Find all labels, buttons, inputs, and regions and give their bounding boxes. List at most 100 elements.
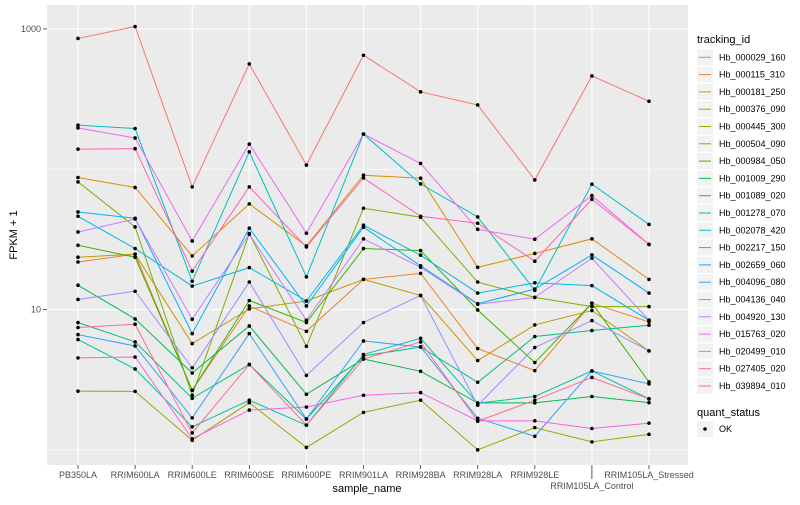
legend-item: Hb_004920_130 [697,308,786,325]
shape-legend-title: quant_status [697,407,760,419]
data-point [361,393,366,398]
legend-item: Hb_027405_020 [697,360,786,377]
data-point [133,289,137,294]
data-point [304,231,309,235]
data-point [533,178,537,182]
data-point [647,318,651,323]
data-point [590,394,594,399]
data-point [590,253,594,257]
data-point [304,299,309,303]
data-point [247,324,252,328]
legend-item: Hb_004096_080 [697,274,786,291]
data-point [304,373,309,378]
data-point [533,368,537,373]
data-point [475,280,480,284]
legend-item: Hb_000376_090 [697,101,786,118]
legend-item: Hb_000181_250 [697,83,786,100]
data-point [475,380,480,385]
legend-item: Hb_000504_090 [697,135,786,152]
y-tick-label: 10 [31,305,41,315]
legend-label: Hb_015763_020 [719,329,786,339]
legend-label: Hb_020499_010 [719,346,786,356]
legend-item: Hb_001278_070 [697,205,786,221]
data-point [533,425,537,430]
data-point [590,308,594,313]
data-point [418,253,423,257]
legend-label: Hb_002078_420 [719,225,786,235]
data-point [76,243,80,248]
data-point [647,222,651,227]
data-point [133,322,137,327]
data-point [590,318,594,323]
data-point [133,225,137,229]
data-point [590,237,594,241]
data-point [590,74,594,78]
data-point [418,336,423,341]
legend-item: Hb_001089_020 [697,187,786,204]
data-point [133,136,137,140]
data-point [361,53,366,58]
data-point [590,182,594,186]
data-point [533,394,537,399]
data-point [647,432,651,437]
data-point [361,173,366,178]
data-point [475,448,480,452]
data-point [647,291,651,295]
data-point [647,277,651,282]
legend-label: Hb_002217_150 [719,243,786,253]
data-point [76,147,80,151]
data-point [418,176,423,180]
data-points [76,24,651,452]
data-point [133,146,137,151]
data-point [133,344,137,348]
data-point [190,331,194,336]
data-point [647,382,651,386]
legend-label: Hb_002659_060 [719,260,786,270]
data-point [190,254,194,258]
x-tick-label: PB350LA [59,470,97,480]
data-point [418,345,423,349]
data-point [247,304,252,308]
data-point [133,252,137,256]
data-point [361,176,366,180]
x-tick-label: RRIM600LA [111,470,160,480]
data-point [475,346,480,351]
point-icon [703,427,707,431]
data-point [533,401,537,405]
data-point [533,419,537,423]
x-tick-label: RRIM600SE [224,470,274,480]
legend-label: Hb_000376_090 [719,104,786,114]
data-point [304,329,309,334]
data-point [190,371,194,375]
data-point [190,388,194,393]
y-axis: 1000 10 [21,24,47,315]
data-point [133,355,137,359]
data-point [76,283,80,288]
data-point [304,275,309,279]
legend-item: Hb_020499_010 [697,343,786,360]
data-point [76,332,80,337]
data-point [418,90,423,94]
y-tick-label: 1000 [21,24,41,34]
data-point [247,398,252,402]
legend-item: Hb_000445_300 [697,118,786,135]
data-point [475,103,480,107]
data-point [304,445,309,450]
x-tick-label: RRIM901LA [339,470,388,480]
data-point [361,132,366,136]
legend-label: Hb_001089_020 [719,191,786,201]
data-point [190,284,194,288]
data-point [475,358,480,363]
data-point [304,318,309,323]
data-point [247,150,252,154]
data-point [133,24,137,29]
data-point [475,221,480,226]
x-tick-label: RRIM928LA [453,470,502,480]
data-point [418,398,423,402]
data-point [590,193,594,198]
legend-label: Hb_027405_020 [719,364,786,374]
legend-item: Hb_039894_010 [697,378,786,394]
data-point [590,375,594,380]
data-point [304,344,309,349]
legend-item: Hb_000115_310 [697,66,785,83]
